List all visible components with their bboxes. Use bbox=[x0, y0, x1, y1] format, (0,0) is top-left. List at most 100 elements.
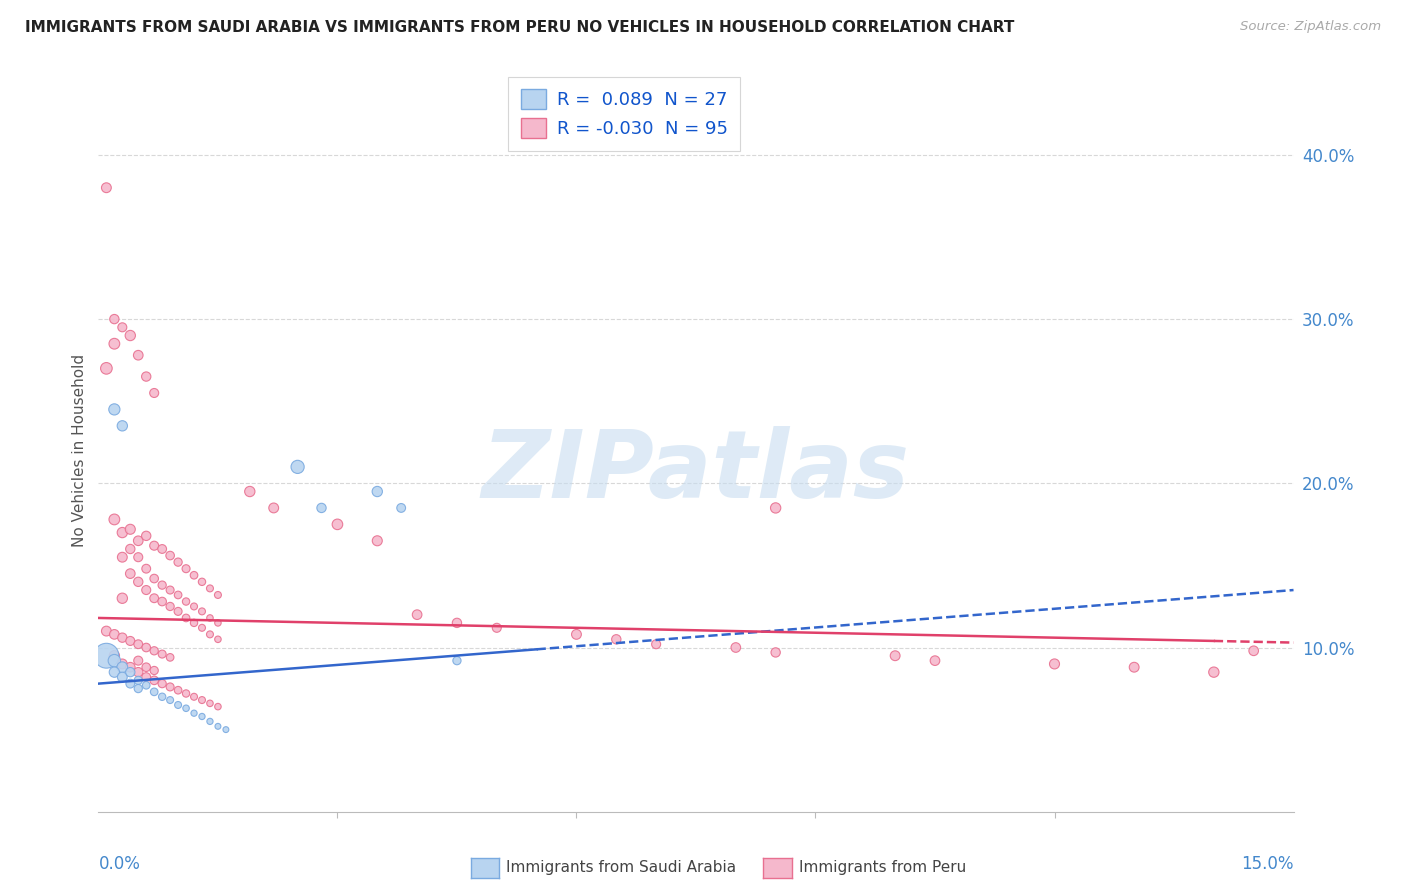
Point bbox=[103, 648, 125, 663]
Point bbox=[135, 640, 157, 655]
Point bbox=[127, 574, 149, 589]
Point bbox=[150, 676, 173, 690]
Point bbox=[183, 615, 205, 630]
Point bbox=[174, 701, 197, 715]
Point bbox=[724, 640, 747, 655]
Point bbox=[167, 588, 190, 602]
Point bbox=[174, 594, 197, 608]
Y-axis label: No Vehicles in Household: No Vehicles in Household bbox=[72, 354, 87, 547]
Point bbox=[1043, 657, 1066, 671]
Point bbox=[103, 654, 125, 668]
Point bbox=[143, 539, 166, 553]
Text: IMMIGRANTS FROM SAUDI ARABIA VS IMMIGRANTS FROM PERU NO VEHICLES IN HOUSEHOLD CO: IMMIGRANTS FROM SAUDI ARABIA VS IMMIGRAN… bbox=[25, 20, 1015, 35]
Point bbox=[191, 693, 214, 707]
Point bbox=[167, 698, 190, 712]
Point bbox=[127, 637, 149, 651]
Point bbox=[120, 541, 142, 556]
Point bbox=[150, 647, 173, 661]
Point bbox=[924, 654, 946, 668]
Point bbox=[198, 714, 221, 729]
Point bbox=[143, 572, 166, 586]
Point bbox=[135, 678, 157, 692]
Text: Immigrants from Saudi Arabia: Immigrants from Saudi Arabia bbox=[506, 861, 737, 875]
Point bbox=[150, 541, 173, 556]
Point bbox=[127, 665, 149, 680]
Point bbox=[127, 550, 149, 565]
Point bbox=[159, 549, 181, 563]
Point bbox=[884, 648, 907, 663]
Point bbox=[111, 657, 134, 671]
Point bbox=[183, 568, 205, 582]
Point bbox=[111, 670, 134, 684]
Point bbox=[127, 348, 149, 362]
Point bbox=[191, 621, 214, 635]
Point bbox=[111, 591, 134, 606]
Point bbox=[366, 533, 388, 548]
Point bbox=[143, 673, 166, 688]
Point bbox=[143, 591, 166, 606]
Point bbox=[120, 522, 142, 536]
Point bbox=[191, 709, 214, 723]
Point bbox=[207, 632, 229, 647]
Point bbox=[103, 665, 125, 680]
Point bbox=[111, 550, 134, 565]
Point bbox=[120, 566, 142, 581]
Point bbox=[191, 604, 214, 618]
Text: Immigrants from Peru: Immigrants from Peru bbox=[799, 861, 966, 875]
Point bbox=[645, 637, 668, 651]
Point bbox=[127, 654, 149, 668]
Point bbox=[143, 644, 166, 658]
Point bbox=[1123, 660, 1146, 674]
Point bbox=[174, 611, 197, 625]
Point bbox=[159, 693, 181, 707]
Point bbox=[103, 512, 125, 526]
Point bbox=[239, 484, 262, 499]
Point bbox=[120, 634, 142, 648]
Point bbox=[159, 582, 181, 597]
Point bbox=[198, 611, 221, 625]
Point bbox=[120, 328, 142, 343]
Point bbox=[143, 664, 166, 678]
Point bbox=[167, 604, 190, 618]
Point bbox=[207, 699, 229, 714]
Point bbox=[198, 582, 221, 596]
Point bbox=[96, 361, 118, 376]
Point bbox=[127, 673, 149, 688]
Point bbox=[103, 336, 125, 351]
Point bbox=[135, 369, 157, 384]
Point bbox=[135, 660, 157, 674]
Point bbox=[120, 665, 142, 680]
Point bbox=[143, 685, 166, 699]
Text: Source: ZipAtlas.com: Source: ZipAtlas.com bbox=[1240, 20, 1381, 33]
Point bbox=[565, 627, 588, 641]
Point bbox=[485, 621, 508, 635]
Point bbox=[127, 533, 149, 548]
Point bbox=[159, 599, 181, 614]
Point bbox=[96, 624, 118, 639]
Point bbox=[96, 648, 118, 663]
Point bbox=[215, 723, 238, 737]
Point bbox=[159, 680, 181, 694]
Point bbox=[326, 517, 349, 532]
Point bbox=[167, 683, 190, 698]
Point bbox=[174, 562, 197, 576]
Point bbox=[120, 660, 142, 674]
Point bbox=[198, 627, 221, 641]
Point bbox=[150, 578, 173, 592]
Point bbox=[167, 555, 190, 569]
Point bbox=[406, 607, 429, 622]
Point bbox=[120, 676, 142, 690]
Point bbox=[207, 615, 229, 630]
Point bbox=[1202, 665, 1225, 680]
Point bbox=[111, 320, 134, 334]
Point bbox=[111, 631, 134, 645]
Point bbox=[765, 500, 787, 515]
Point bbox=[135, 562, 157, 576]
Legend: R =  0.089  N = 27, R = -0.030  N = 95: R = 0.089 N = 27, R = -0.030 N = 95 bbox=[508, 77, 741, 151]
Point bbox=[159, 650, 181, 665]
Point bbox=[389, 500, 412, 515]
Point bbox=[765, 645, 787, 659]
Point bbox=[183, 706, 205, 721]
Text: 0.0%: 0.0% bbox=[98, 855, 141, 873]
Point bbox=[207, 719, 229, 733]
